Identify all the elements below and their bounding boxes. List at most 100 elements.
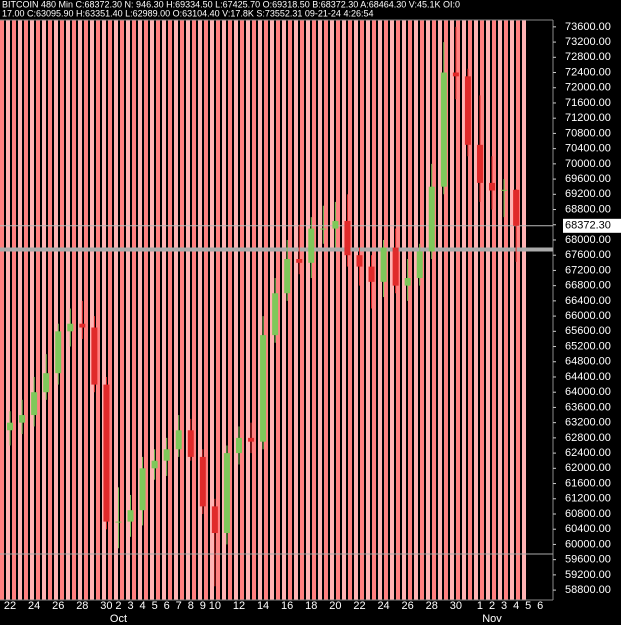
candle-body — [513, 189, 520, 226]
y-tick-label: 66400.00 — [565, 295, 611, 307]
x-tick-label: 28 — [76, 600, 88, 612]
stripe — [492, 20, 496, 600]
stripe — [480, 20, 484, 600]
last-price-box — [563, 218, 621, 233]
stripe — [366, 20, 370, 600]
header-line: BITCOIN 480 Min C:68372.30 N: 946.30 H:6… — [2, 0, 460, 9]
y-tick-label: 73200.00 — [565, 36, 611, 48]
y-tick-label: 58800.00 — [565, 584, 611, 596]
stripe — [144, 20, 148, 600]
candle-body — [284, 259, 291, 294]
stripe — [414, 20, 418, 600]
x-tick-label: 24 — [28, 600, 40, 612]
stripe — [240, 20, 244, 600]
x-tick-label: 22 — [4, 600, 16, 612]
y-tick-label: 69600.00 — [565, 173, 611, 185]
stripe — [342, 20, 346, 600]
candle-body — [356, 255, 363, 267]
y-tick-label: 70000.00 — [565, 158, 611, 170]
x-tick-label: 5 — [525, 600, 531, 612]
candle-body — [452, 72, 459, 77]
stripe — [486, 20, 490, 600]
candle-body — [308, 228, 315, 263]
x-tick-label: 2 — [489, 600, 495, 612]
candle-body — [7, 422, 14, 431]
y-tick-label: 68800.00 — [565, 203, 611, 215]
stripe — [204, 20, 208, 600]
candle-body — [211, 506, 218, 534]
stripe — [306, 20, 310, 600]
y-tick-label: 61200.00 — [565, 493, 611, 505]
candle-body — [380, 247, 387, 282]
y-tick-label: 62800.00 — [565, 432, 611, 444]
y-tick-label: 63600.00 — [565, 401, 611, 413]
stripe — [138, 20, 142, 600]
x-tick-label: 18 — [305, 600, 317, 612]
x-tick-label: 8 — [188, 600, 194, 612]
x-tick-label: 20 — [329, 600, 341, 612]
x-tick-label: 22 — [353, 600, 365, 612]
candle-body — [476, 144, 483, 183]
candle-body — [404, 278, 411, 286]
stripe — [168, 20, 172, 600]
stripe — [318, 20, 322, 600]
candle-body — [501, 189, 508, 191]
stripe — [390, 20, 394, 600]
stripe — [156, 20, 160, 600]
candle-body — [175, 430, 182, 450]
y-tick-label: 70400.00 — [565, 143, 611, 155]
candle-body — [489, 182, 496, 191]
stripe — [54, 20, 58, 600]
stripe — [288, 20, 292, 600]
stripe — [432, 20, 436, 600]
x-tick-label: 2 — [115, 600, 121, 612]
stripe — [336, 20, 340, 600]
stripe — [108, 20, 112, 600]
stripe — [396, 20, 400, 600]
y-tick-label: 67600.00 — [565, 249, 611, 261]
y-tick-label: 62400.00 — [565, 447, 611, 459]
background-stripes — [0, 20, 526, 600]
stripe — [6, 20, 10, 600]
y-tick-label: 67200.00 — [565, 264, 611, 276]
stripe — [258, 20, 262, 600]
x-tick-label: 30 — [100, 600, 112, 612]
stripe — [294, 20, 298, 600]
month-label: Nov — [482, 613, 502, 625]
month-label: Oct — [110, 613, 127, 625]
stripe — [354, 20, 358, 600]
candle-body — [416, 251, 423, 279]
candle-body — [115, 521, 122, 523]
stripe — [126, 20, 130, 600]
stripe — [450, 20, 454, 600]
y-tick-label: 60000.00 — [565, 538, 611, 550]
stripe — [444, 20, 448, 600]
y-tick-label: 59200.00 — [565, 569, 611, 581]
stripe — [384, 20, 388, 600]
y-tick-label: 72400.00 — [565, 66, 611, 78]
candle-body — [31, 392, 38, 416]
stripe — [312, 20, 316, 600]
x-tick-label: 1 — [477, 600, 483, 612]
candle-body — [151, 460, 158, 469]
header-line: 17.00 C:63095.90 H:63351.40 L:62989.00 O… — [2, 8, 373, 18]
stripe — [324, 20, 328, 600]
x-tick-label: 24 — [377, 600, 389, 612]
stripe — [114, 20, 118, 600]
stripe — [420, 20, 424, 600]
stripe — [330, 20, 334, 600]
candle-body — [139, 468, 146, 511]
y-tick-label: 64400.00 — [565, 371, 611, 383]
candle-body — [55, 331, 62, 374]
candle-body — [199, 456, 206, 507]
stripe — [42, 20, 46, 600]
candle-body — [368, 266, 375, 282]
y-tick-label: 71200.00 — [565, 112, 611, 124]
candle-body — [187, 430, 194, 457]
y-tick-label: 73600.00 — [565, 21, 611, 33]
stripe — [426, 20, 430, 600]
candle-body — [392, 247, 399, 286]
y-tick-label: 60800.00 — [565, 508, 611, 520]
y-tick-label: 64000.00 — [565, 386, 611, 398]
